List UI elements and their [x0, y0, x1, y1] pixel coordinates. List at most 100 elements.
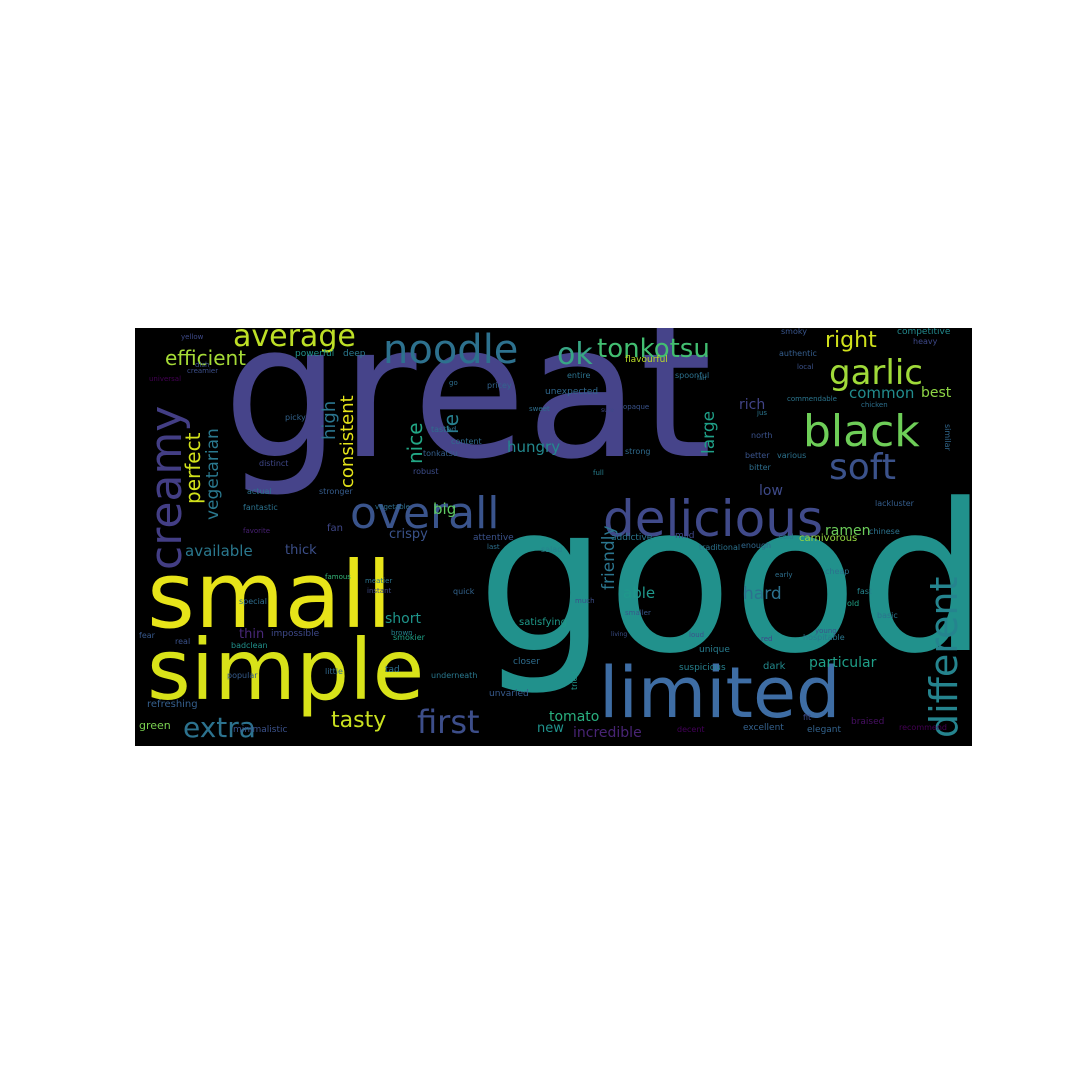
- word-decent: decent: [677, 725, 705, 734]
- word-yellow: yellow: [181, 333, 204, 341]
- word-unvaried: unvaried: [489, 689, 529, 699]
- word-common: common: [849, 384, 915, 402]
- word-black: black: [803, 406, 920, 457]
- word-creamier: creamier: [187, 367, 219, 375]
- word-vegetable: vegetable: [375, 503, 410, 511]
- word-smaller: smaller: [625, 609, 651, 617]
- word-first: first: [417, 703, 480, 741]
- word-strong: strong: [625, 447, 651, 456]
- word-competitive: competitive: [897, 328, 951, 337]
- word-crispy: crispy: [389, 527, 428, 542]
- word-instant: instant: [367, 587, 392, 595]
- word-tonkotsu: tonkotsu: [597, 334, 710, 364]
- word-tad: tad: [385, 665, 400, 675]
- word-powerful: powerful: [295, 349, 335, 359]
- word-refreshing: refreshing: [147, 699, 198, 710]
- word-full: full: [593, 469, 604, 477]
- word-great: great: [223, 328, 713, 500]
- word-various: various: [777, 451, 807, 460]
- word-impossible: impossible: [271, 629, 320, 639]
- word-cheap: cheap: [825, 567, 850, 576]
- word-real: real: [175, 637, 191, 646]
- word-old: old: [847, 599, 860, 608]
- word-fit: fit: [803, 713, 812, 722]
- word-enough: enough: [741, 541, 772, 550]
- word-small: small: [147, 542, 393, 649]
- word-badclean: badclean: [231, 641, 268, 650]
- word-mild: mild: [675, 531, 695, 541]
- word-dish: dish: [195, 361, 210, 369]
- word-local: local: [797, 363, 814, 371]
- word-dark: dark: [763, 661, 786, 672]
- word-attentive: attentive: [473, 533, 514, 543]
- word-meatier: meatier: [365, 577, 393, 585]
- word-content: content: [451, 437, 482, 446]
- word-deep: deep: [343, 349, 366, 359]
- word-authentic: authentic: [779, 349, 817, 358]
- word-distinct: distinct: [259, 459, 289, 468]
- word-sweet: sweet: [529, 405, 550, 413]
- word-living: living: [611, 631, 628, 638]
- word-right: right: [825, 328, 877, 353]
- word-underneath: underneath: [431, 671, 478, 680]
- word-lackluster: lackluster: [875, 499, 914, 508]
- word-cold: cold: [779, 533, 794, 541]
- word-go: go: [449, 379, 458, 387]
- word-fear: fear: [139, 631, 155, 640]
- word-salad: salad: [541, 545, 563, 554]
- word-special: special: [239, 597, 267, 606]
- word-addictive: addictive: [611, 533, 653, 543]
- word-tried: tried: [570, 671, 579, 690]
- word-tasted: tasted: [431, 425, 457, 434]
- word-consistent: consistent: [337, 395, 358, 488]
- word-new: new: [537, 721, 564, 736]
- word-vegetarian: vegetarian: [203, 428, 223, 520]
- word-unexpected: unexpected: [545, 387, 599, 397]
- word-famous: famous: [325, 573, 351, 581]
- word-fan: fan: [327, 523, 343, 534]
- word-ramen: ramen: [825, 523, 871, 539]
- word-heavy: heavy: [913, 337, 938, 346]
- word-tomato: tomato: [549, 709, 600, 725]
- word-loud: loud: [689, 631, 705, 639]
- word-soft: soft: [829, 447, 896, 488]
- word-brown: brown: [391, 629, 413, 637]
- word-smokier: smokier: [393, 633, 425, 642]
- word-picky: picky: [285, 413, 306, 422]
- word-nice: nice: [403, 422, 427, 464]
- word-limited: limited: [599, 652, 841, 734]
- word-young: young: [815, 627, 837, 635]
- word-pricey: pricey: [487, 381, 512, 390]
- word-hospitable: hospitable: [803, 633, 845, 642]
- word-large: large: [699, 410, 719, 454]
- word-carnivorous: carnivorous: [799, 533, 858, 544]
- word-excellent: excellent: [743, 723, 784, 733]
- word-short: short: [385, 611, 421, 627]
- word-hard: hard: [743, 584, 782, 604]
- word-robust: robust: [413, 467, 439, 476]
- word-hungry: hungry: [507, 438, 561, 456]
- word-particular: particular: [809, 655, 877, 671]
- word-best: best: [921, 385, 952, 401]
- word-garlic: garlic: [829, 353, 923, 393]
- word-favorite: favorite: [243, 527, 271, 535]
- word-tasty: tasty: [331, 708, 387, 733]
- word-early: early: [775, 571, 793, 579]
- word-braised: braised: [851, 717, 885, 727]
- word-better: better: [745, 451, 770, 460]
- word-able: able: [623, 584, 656, 602]
- word-rich: rich: [739, 397, 766, 413]
- word-spoonful: spoonful: [675, 371, 710, 380]
- word-universal: universal: [149, 375, 182, 383]
- word-stronger: stronger: [319, 487, 353, 496]
- word-available: available: [185, 542, 253, 560]
- word-minimalistic: minimalistic: [233, 725, 288, 735]
- word-low: low: [759, 483, 783, 499]
- word-smoky: smoky: [781, 328, 807, 336]
- word-much: much: [575, 597, 595, 605]
- word-quick: quick: [453, 587, 475, 596]
- word-popular: popular: [227, 671, 258, 680]
- word-cloud: great good small simple limited deliciou…: [135, 328, 972, 746]
- word-north: north: [751, 431, 773, 440]
- word-fair: fair: [697, 375, 707, 382]
